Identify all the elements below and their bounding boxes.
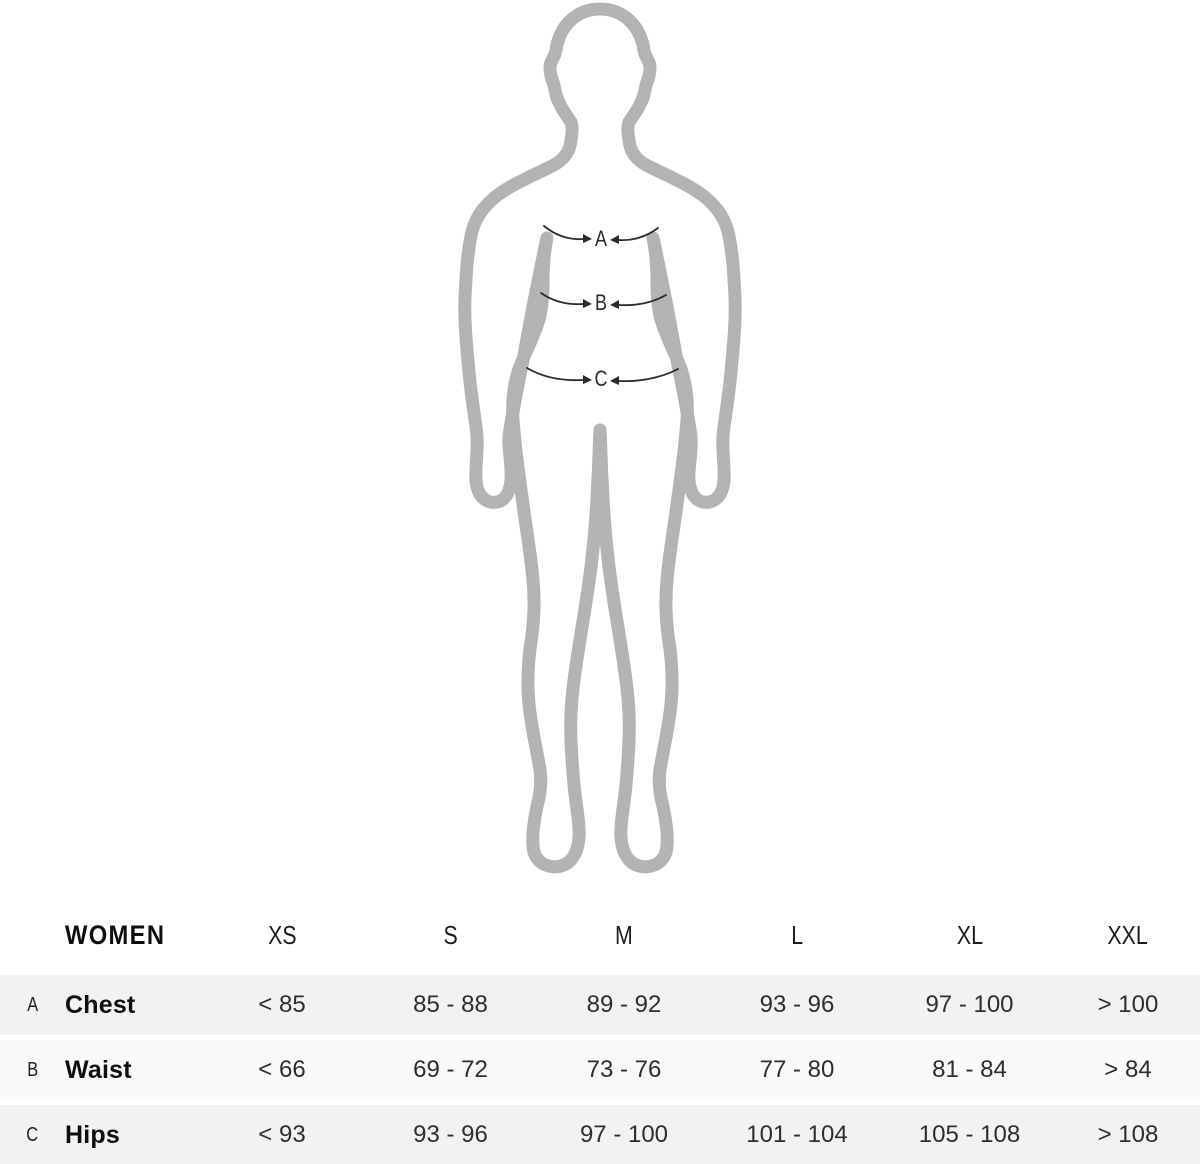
waist-arrowhead-left: [583, 299, 592, 308]
hips-value-xxl: > 108: [1097, 1121, 1159, 1148]
size-column-header-xs: XS: [267, 919, 297, 950]
row-label-hips: Hips: [65, 1120, 120, 1149]
table-title: WOMEN: [65, 919, 166, 950]
hips-value-s: 93 - 96: [413, 1121, 488, 1148]
table-row-hips: C Hips < 93 93 - 96 97 - 100 101 - 104 1…: [0, 1105, 1200, 1164]
hips-arrowhead-right: [610, 376, 619, 385]
table-header-row: WOMEN XS S M L XL XXL: [0, 895, 1200, 975]
silhouette-outline-path: [458, 2, 742, 874]
chest-value-xs: < 85: [258, 991, 306, 1018]
hips-arrow-left: [526, 367, 584, 382]
measurement-arrows-chest: A: [543, 225, 659, 251]
row-marker-a: A: [27, 993, 38, 1016]
row-divider: [0, 1035, 1200, 1040]
measurement-arrows-waist: B: [540, 291, 667, 315]
row-label-waist: Waist: [65, 1055, 132, 1084]
hips-value-xl: 105 - 108: [918, 1121, 1021, 1148]
waist-value-s: 69 - 72: [413, 1056, 488, 1083]
marker-letter-c: C: [594, 367, 607, 391]
waist-arrowhead-right: [610, 300, 619, 309]
hips-arrowhead-left: [583, 375, 592, 384]
marker-letter-b: B: [595, 291, 607, 315]
chest-arrow-right: [618, 227, 659, 242]
chest-value-m: 89 - 92: [586, 991, 662, 1018]
waist-arrow-right: [618, 294, 667, 307]
waist-arrow-left: [540, 292, 584, 306]
waist-value-xs: < 66: [258, 1056, 306, 1083]
table-row-chest: A Chest < 85 85 - 88 89 - 92 93 - 96 97 …: [0, 975, 1200, 1035]
row-divider: [0, 1100, 1200, 1105]
chest-arrow-left: [543, 225, 584, 241]
size-column-header-s: S: [443, 919, 458, 950]
chest-value-s: 85 - 88: [413, 991, 488, 1018]
chest-value-xxl: > 100: [1097, 991, 1159, 1018]
body-silhouette-figure: A B C: [458, 2, 742, 874]
size-column-header-xl: XL: [956, 919, 983, 950]
hips-value-l: 101 - 104: [746, 1121, 848, 1148]
row-marker-c: C: [26, 1123, 39, 1146]
waist-value-xxl: > 84: [1104, 1056, 1152, 1083]
row-label-chest: Chest: [65, 990, 136, 1019]
table-title-cell: WOMEN: [65, 920, 200, 951]
waist-value-l: 77 - 80: [759, 1056, 835, 1083]
marker-letter-a: A: [595, 227, 608, 251]
size-column-header-m: M: [615, 919, 633, 950]
chest-value-xl: 97 - 100: [925, 991, 1014, 1018]
chest-arrowhead-left: [583, 234, 592, 243]
size-table: WOMEN XS S M L XL XXL A Chest < 85 85 - …: [0, 895, 1200, 1164]
measurement-arrows-hips: C: [526, 367, 679, 391]
chest-arrowhead-right: [610, 235, 619, 244]
row-marker-b: B: [27, 1058, 38, 1081]
hips-value-m: 97 - 100: [579, 1121, 669, 1148]
hips-value-xs: < 93: [258, 1121, 306, 1148]
waist-value-xl: 81 - 84: [932, 1056, 1007, 1083]
waist-value-m: 73 - 76: [586, 1056, 662, 1083]
size-column-header-l: L: [791, 919, 803, 950]
size-column-header-xxl: XXL: [1107, 919, 1149, 950]
chest-value-l: 93 - 96: [759, 991, 835, 1018]
hips-arrow-right: [618, 368, 679, 383]
table-row-waist: B Waist < 66 69 - 72 73 - 76 77 - 80 81 …: [0, 1040, 1200, 1100]
